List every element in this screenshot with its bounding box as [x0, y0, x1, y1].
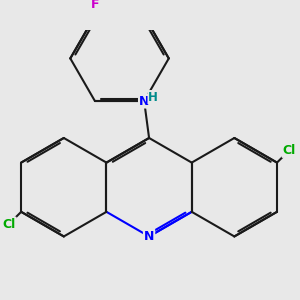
Text: N: N	[139, 94, 149, 108]
Text: H: H	[148, 91, 158, 103]
Text: F: F	[91, 0, 99, 11]
Text: Cl: Cl	[283, 144, 296, 157]
Text: N: N	[144, 230, 154, 243]
Text: Cl: Cl	[2, 218, 16, 230]
